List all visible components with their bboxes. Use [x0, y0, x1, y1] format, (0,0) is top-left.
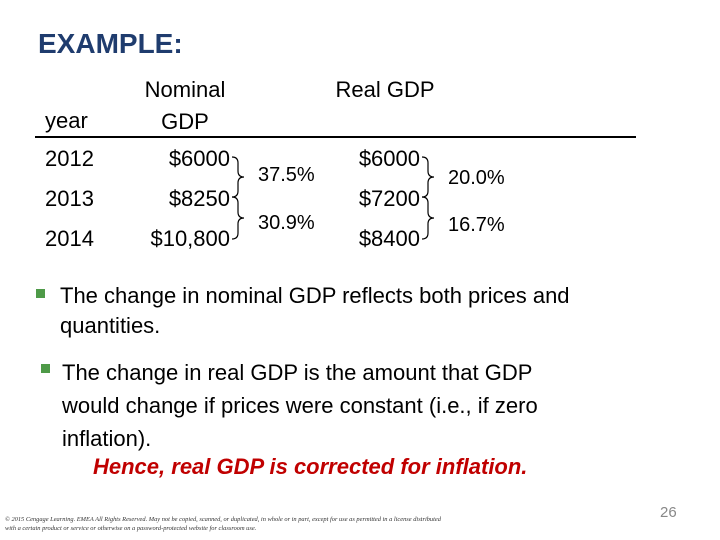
real-gdp: $7200: [358, 186, 420, 211]
nominal-growth: 37.5%: [258, 164, 315, 186]
brace: [421, 156, 435, 198]
year: 2013: [45, 186, 94, 211]
header-nominal: Nominal GDP: [144, 77, 226, 134]
bullet-marker: [41, 364, 50, 373]
year: 2012: [45, 146, 94, 171]
nominal-gdp: $10,800: [150, 226, 230, 251]
emphasis: Hence, real GDP is corrected for inflati…: [93, 454, 528, 479]
brace: [421, 196, 435, 240]
title: EXAMPLE:: [38, 28, 183, 59]
real-growth: 16.7%: [448, 214, 505, 236]
bullet: The change in nominal GDP reflects both …: [60, 283, 570, 338]
bullet: The change in real GDP is the amount tha…: [62, 360, 538, 451]
year: 2014: [45, 226, 94, 251]
brace: [231, 196, 245, 240]
brace: [231, 156, 245, 198]
real-gdp: $6000: [358, 146, 420, 171]
page-number: 26: [660, 504, 677, 521]
header-year: year: [45, 108, 88, 133]
bullet-marker: [36, 289, 45, 298]
nominal-gdp: $8250: [168, 186, 230, 211]
nominal-growth: 30.9%: [258, 212, 315, 234]
nominal-gdp: $6000: [168, 146, 230, 171]
copyright: © 2015 Cengage Learning. EMEA All Rights…: [5, 516, 441, 532]
header-real: Real GDP: [335, 77, 435, 102]
real-gdp: $8400: [358, 226, 420, 251]
real-growth: 20.0%: [448, 167, 505, 189]
